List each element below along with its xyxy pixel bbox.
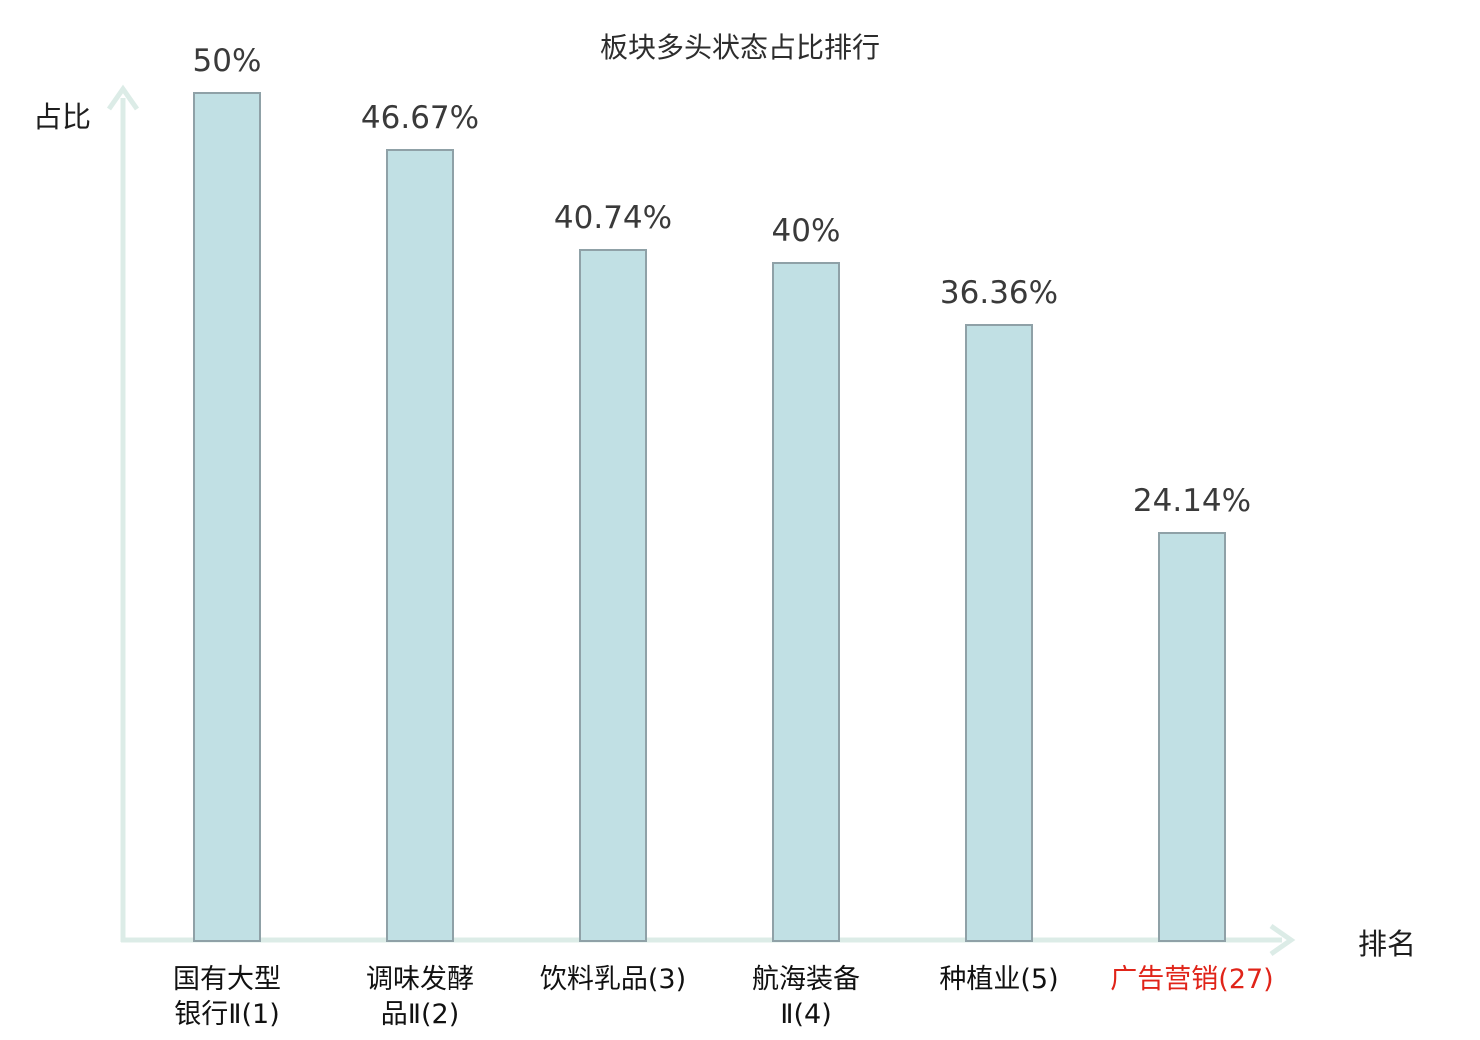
bar-category-label: 饮料乳品(3)	[539, 964, 687, 995]
bar-category-label: 航海装备 Ⅱ(4)	[752, 964, 860, 1030]
bar	[579, 249, 647, 942]
bar-value-label: 46.67%	[360, 100, 480, 136]
bar	[965, 324, 1033, 942]
x-axis-label: 排名	[1358, 927, 1417, 961]
y-axis-label: 占比	[33, 100, 92, 134]
bar-value-label: 24.14%	[1132, 483, 1252, 519]
bar-category-label: 国有大型 银行Ⅱ(1)	[173, 964, 281, 1030]
x-axis-arrow-icon	[1269, 923, 1296, 957]
bar-category-label: 种植业(5)	[939, 964, 1059, 995]
bar-value-label: 50%	[192, 43, 262, 79]
y-axis-arrow-icon	[106, 84, 140, 111]
chart-title: 板块多头状态占比排行	[599, 31, 881, 64]
bar	[193, 92, 261, 942]
bar-value-label: 36.36%	[939, 275, 1059, 311]
bar-value-label: 40.74%	[553, 200, 673, 236]
bar-category-label: 广告营销(27)	[1110, 964, 1274, 995]
bar	[1158, 532, 1226, 942]
bar	[772, 262, 840, 942]
bar	[386, 149, 454, 942]
bar-category-label: 调味发酵 品Ⅱ(2)	[366, 964, 474, 1030]
bar-value-label: 40%	[771, 213, 841, 249]
